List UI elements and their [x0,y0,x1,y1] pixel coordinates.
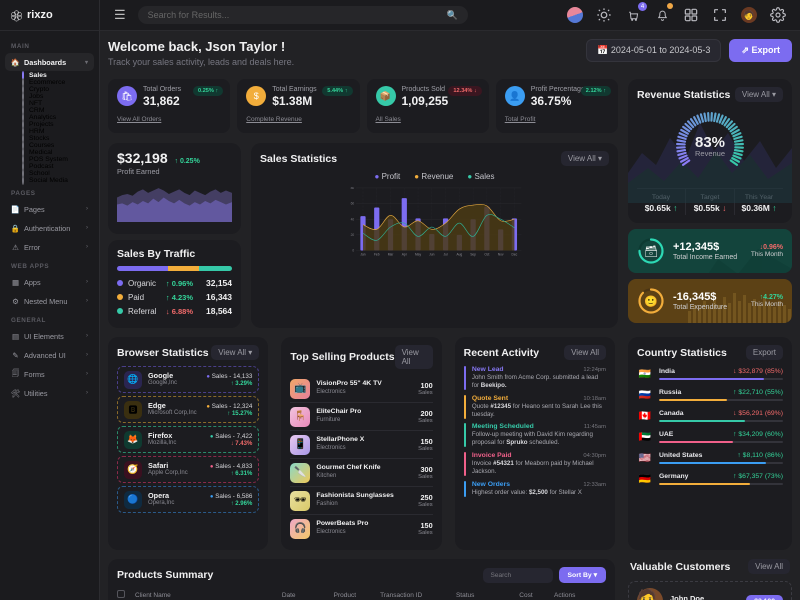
svg-text:Dec: Dec [512,253,518,257]
svg-text:Jul: Jul [444,253,448,257]
svg-text:Nov: Nov [498,253,504,257]
svg-text:Oct: Oct [484,253,489,257]
svg-text:Jun: Jun [429,253,434,257]
svg-text:Apr: Apr [402,253,408,257]
svg-text:Mar: Mar [388,253,395,257]
svg-text:80: 80 [351,187,355,190]
svg-text:60: 60 [351,202,355,206]
svg-text:🙂: 🙂 [644,295,658,308]
svg-text:Sep: Sep [470,253,476,257]
svg-text:0: 0 [352,249,354,253]
svg-text:Jan: Jan [360,253,365,257]
svg-text:Aug: Aug [456,253,462,257]
svg-text:Feb: Feb [374,253,380,257]
svg-text:20: 20 [351,233,355,237]
svg-text:May: May [415,253,422,257]
svg-text:🗃: 🗃 [644,245,658,258]
svg-text:40: 40 [351,217,355,221]
